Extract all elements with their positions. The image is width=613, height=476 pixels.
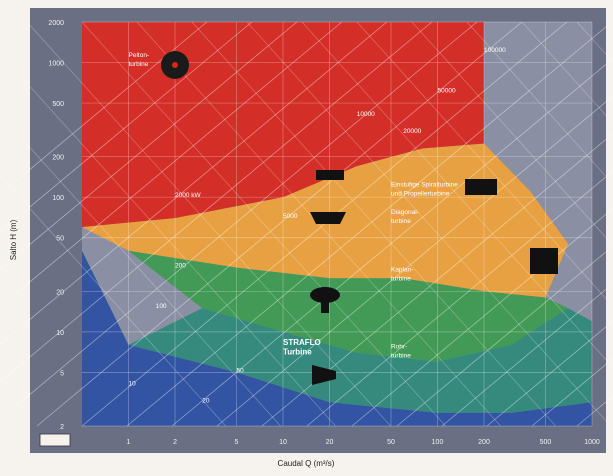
diagonal-label: 20000 [403,128,421,135]
kaplan-runner-icon [310,287,340,313]
y-tick-label: 50 [56,236,64,243]
flow-diagonal [356,21,613,307]
region-label-kaplan: turbine [391,276,411,283]
diagonal-label: 100000 [484,47,506,54]
flow-diagonal [521,21,613,124]
diagonal-runner-icon [310,212,346,224]
y-tick-label: 2000 [48,20,64,27]
x-tick-label: 50 [387,439,395,446]
propeller-bulb-icon [465,179,497,195]
annotation-label: STRAFLO [283,338,321,347]
power-diagonal [351,207,613,427]
flow-diagonal [466,21,613,185]
large-bulb-icon [530,248,558,274]
diagonal-label: 2000 kW [175,192,202,199]
diagonal-label: 10000 [357,111,375,118]
diagonal-label: 50000 [438,87,456,94]
x-tick-label: 500 [540,439,552,446]
y-tick-label: 5 [60,370,64,377]
power-diagonal [0,21,253,233]
power-diagonal [216,95,613,427]
region-rohr [82,250,592,426]
power-diagonal [306,170,613,427]
region-label-diagonal: Diagonal- [391,209,419,216]
diagonal-label: 50 [236,367,244,374]
region-diagonal [128,250,569,362]
power-diagonal [396,245,613,427]
x-tick-label: 5 [235,439,239,446]
y-tick-label: 20 [56,289,64,296]
power-diagonal [486,320,613,427]
region-label-francis: Einstufige Spiralturbine [391,182,458,189]
power-diagonal [261,132,613,427]
flow-diagonal [81,21,446,427]
flow-diagonal [246,21,611,427]
logo-box [39,433,71,447]
y-tick-label: 2 [60,424,64,431]
annotation-label: Turbine [283,347,312,356]
x-tick-label: 1 [127,439,131,446]
y-tick-label: 200 [52,155,64,162]
power-diagonal [0,21,388,345]
rohr-runner-icon [312,365,336,385]
diagonal-label: 200 [175,263,186,270]
power-diagonal [0,21,343,308]
region-kaplan [128,308,592,413]
flow-diagonal [191,21,556,427]
x-axis-title: Caudal Q (m³/s) [278,459,335,468]
diagonal-label: 20 [202,397,210,404]
pelton-runner-icon [161,51,189,79]
turbine-icons-group [161,51,558,385]
x-tick-label: 1000 [584,439,600,446]
region-label-rohr: turbine [391,353,411,360]
flow-diagonal [0,113,281,427]
flow-diagonal [0,52,336,427]
x-tick-label: 100 [432,439,444,446]
flow-diagonal [0,174,226,427]
region-label-rohr: Rohr- [391,344,407,351]
power-diagonal [171,57,613,427]
diagonal-label: 10 [129,380,137,387]
diagonal-label: 100 [156,303,167,310]
power-diagonal [441,282,613,427]
x-tick-label: 2 [173,439,177,446]
power-diagonal [0,21,433,383]
francis-runner-icon [316,170,344,180]
region-label-diagonal: turbine [391,218,411,225]
y-tick-label: 500 [52,101,64,108]
power-diagonal [36,21,523,427]
diagonal-label: 5000 [283,213,298,220]
x-tick-label: 200 [478,439,490,446]
region-label-francis: und Propellerturbine [391,191,450,198]
power-diagonal [0,21,208,195]
y-axis-title: Salto H (m) [9,219,18,260]
y-tick-label: 1000 [48,61,64,68]
region-label-pelton: turbine [129,61,149,68]
power-diagonal [126,21,613,427]
labels-group: Pelton-turbine Einstufige Spiralturbine un… [129,52,459,360]
y-tick-label: 100 [52,195,64,202]
region-label-kaplan: Kaplan- [391,267,413,274]
y-tick-label: 10 [56,330,64,337]
flow-diagonal [301,21,613,369]
power-diagonal [0,21,298,270]
flow-diagonal [26,21,391,427]
x-tick-label: 10 [279,439,287,446]
x-tick-label: 20 [326,439,334,446]
power-diagonal [0,21,478,420]
flow-diagonal [411,21,613,246]
region-label-pelton: Pelton- [129,52,150,59]
